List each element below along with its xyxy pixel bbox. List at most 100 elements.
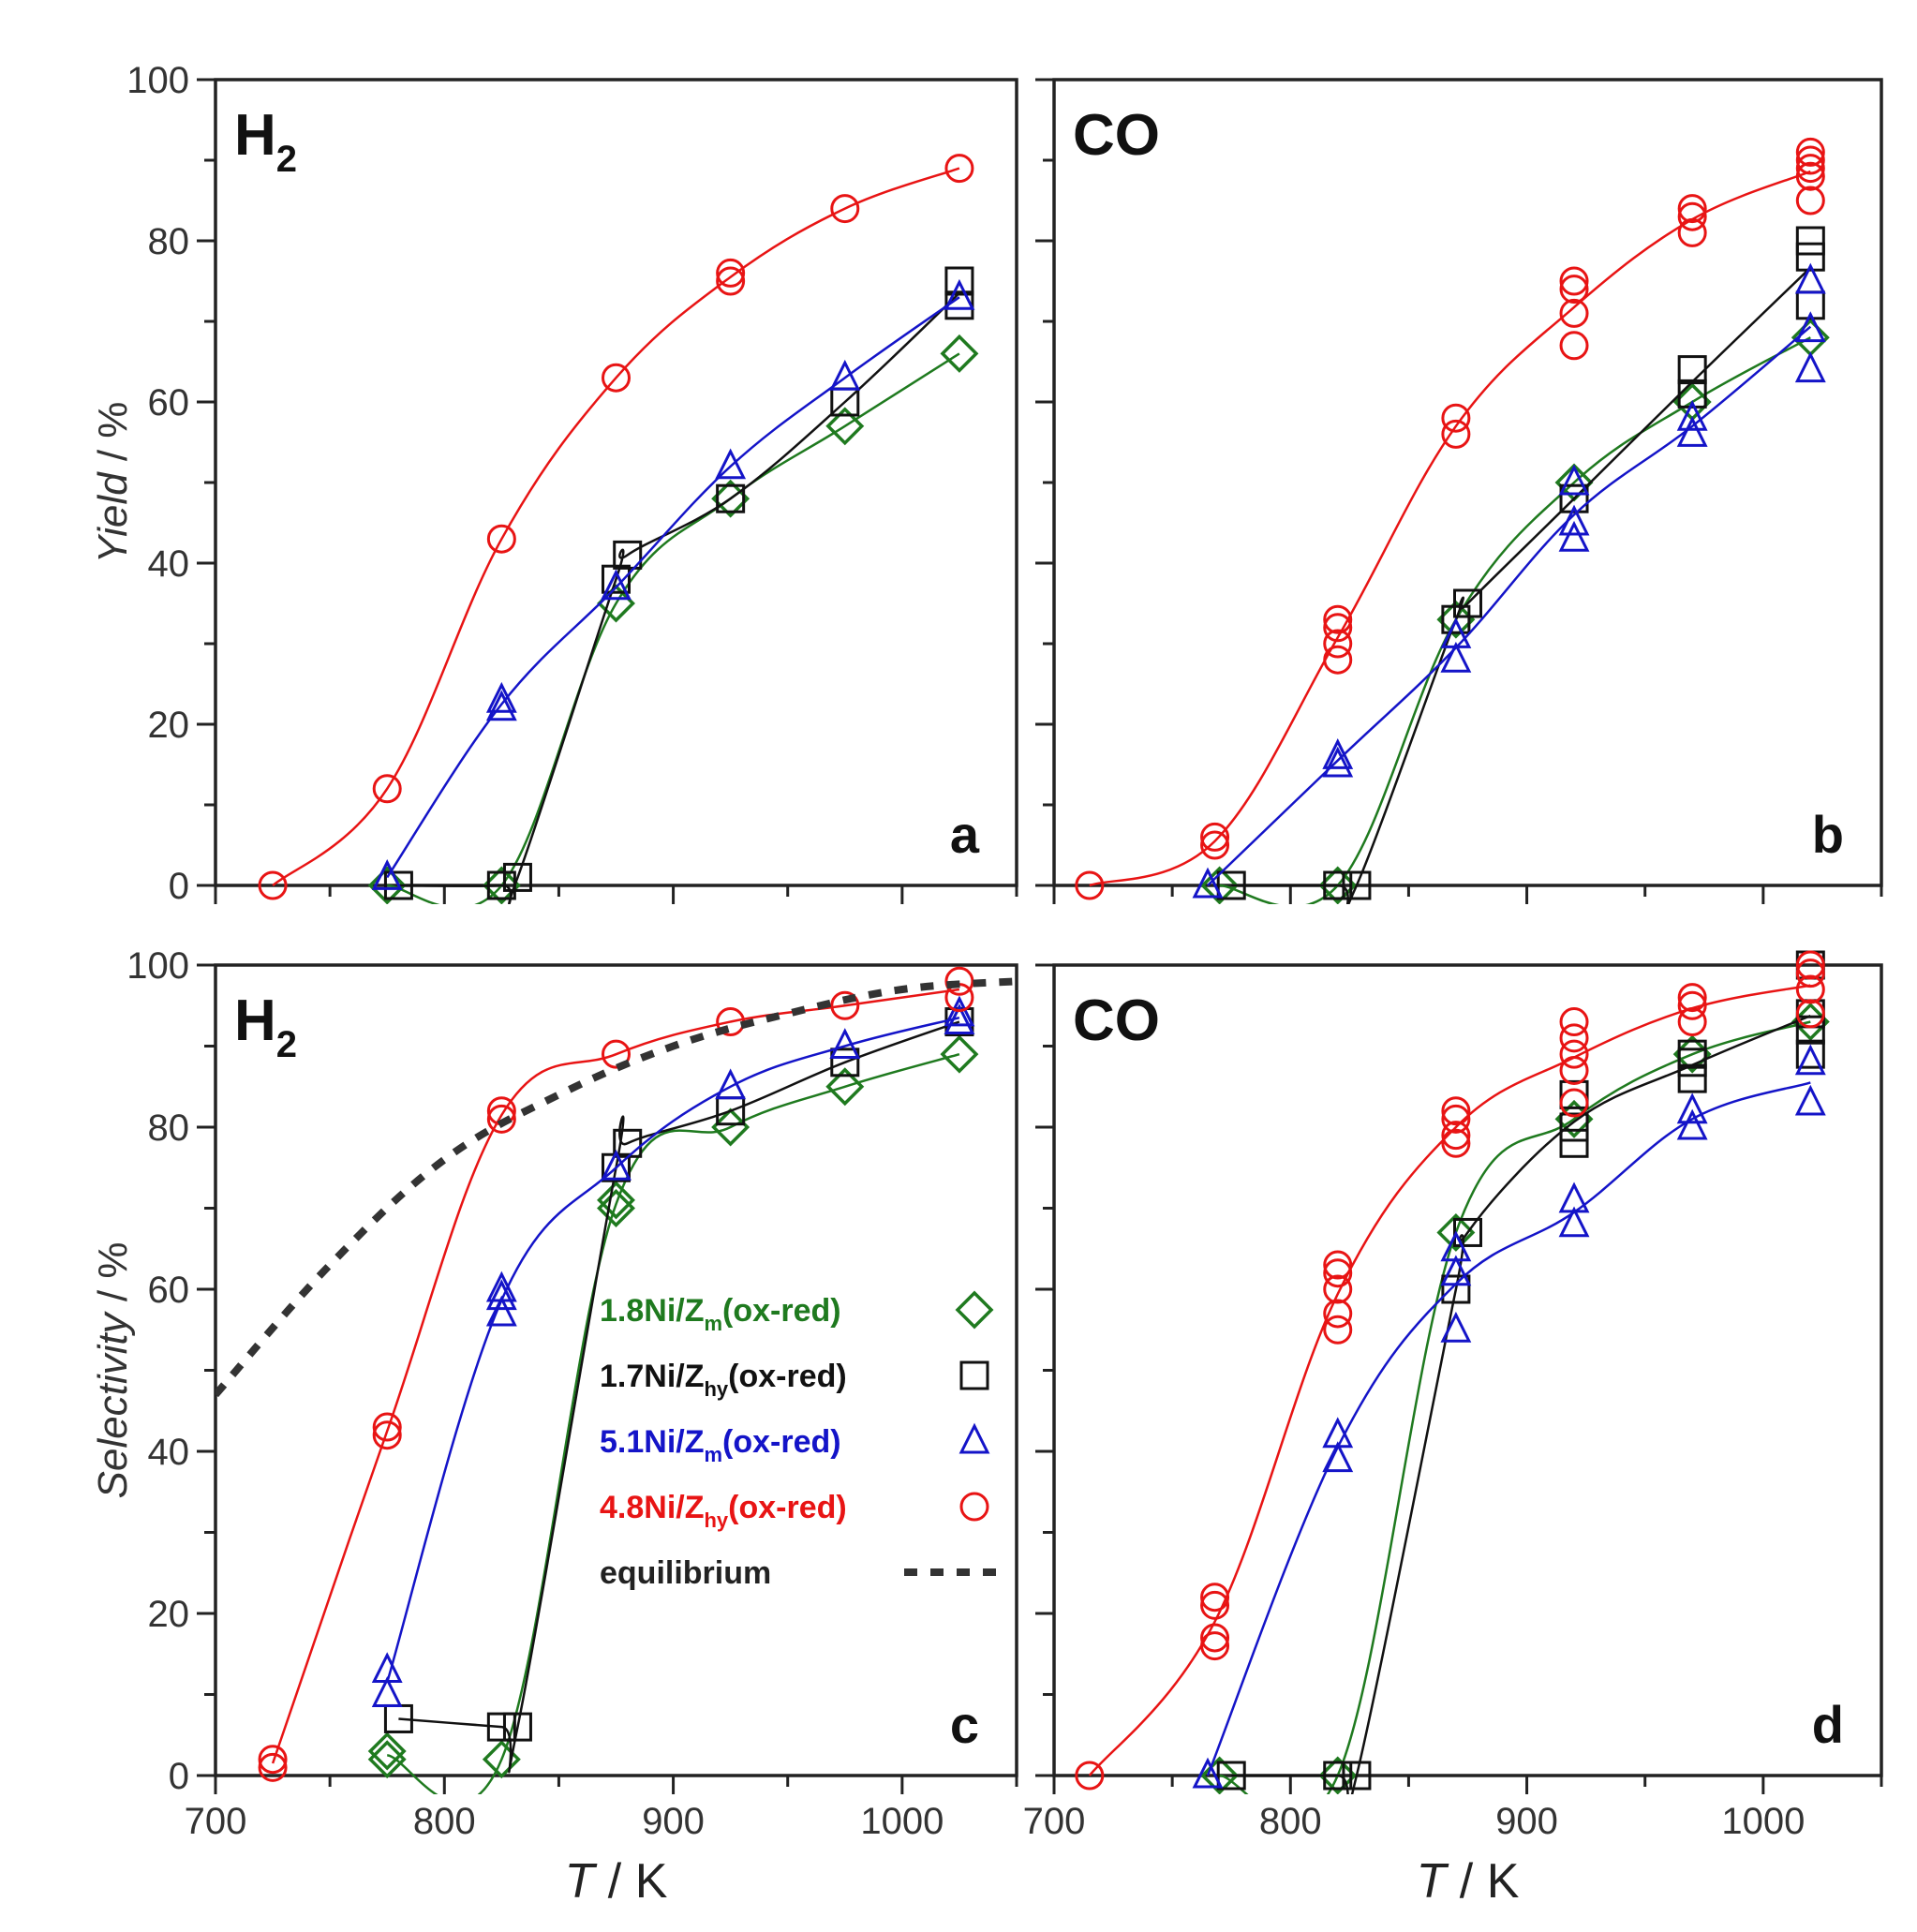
data-point-ni48 (1323, 1315, 1353, 1345)
panel-title: H2 (234, 988, 297, 1065)
data-point-ni51 (1440, 1255, 1472, 1286)
data-point-ni51 (1192, 1757, 1224, 1789)
x-axis-label: T / K (1417, 1854, 1520, 1909)
data-point-ni48 (1323, 1299, 1353, 1329)
y-tick-label: 0 (169, 866, 189, 907)
data-point-ni48 (372, 1420, 402, 1450)
y-tick-label: 20 (148, 705, 190, 746)
data-point-ni17 (830, 1048, 860, 1077)
legend-swatch (958, 1422, 990, 1454)
data-point-ni17 (1342, 1761, 1372, 1791)
data-point-ni17 (1677, 1063, 1707, 1093)
data-point-ni51 (371, 1652, 403, 1684)
data-point-ni51 (1676, 1092, 1708, 1124)
x-axis-label: T / K (565, 1854, 668, 1909)
data-point-ni51 (1794, 311, 1826, 343)
data-point-ni17 (1559, 1079, 1589, 1109)
data-point-ni17 (1323, 870, 1353, 900)
data-point-ni18 (825, 1067, 865, 1107)
data-point-ni51 (1440, 617, 1472, 648)
data-point-ni18 (482, 866, 521, 904)
data-point-ni17 (1453, 588, 1482, 618)
series-line-ni18 (387, 352, 960, 904)
equilibrium-line (215, 977, 1017, 1398)
data-point-ni48 (1559, 1055, 1589, 1085)
data-point-ni51 (829, 1028, 861, 1059)
data-point-ni18 (1200, 1756, 1240, 1794)
data-point-ni48 (944, 966, 974, 996)
data-point-ni17 (1559, 483, 1589, 513)
data-point-ni17 (1795, 1039, 1825, 1069)
legend-item-ni18: 1.8Ni/Zm(ox-red) (600, 1290, 994, 1335)
series-ni18 (367, 334, 979, 904)
data-point-ni48 (1075, 1761, 1105, 1791)
data-point-ni51 (829, 359, 861, 391)
data-point-ni51 (485, 681, 517, 713)
data-point-ni48 (1677, 990, 1707, 1020)
data-point-ni48 (1075, 870, 1105, 900)
legend-item-ni17: 1.7Ni/Zhy(ox-red) (600, 1359, 989, 1401)
panel-a-h2-yield: 0 20 40 60 80 100 Yield / % H2 a (90, 60, 1018, 907)
panel-letter: b (1812, 805, 1844, 864)
data-point-ni51 (485, 690, 517, 721)
data-point-ni51 (1322, 1441, 1354, 1473)
data-point-ni51 (1794, 1084, 1826, 1116)
data-point-ni48 (1559, 266, 1589, 296)
data-point-ni48 (1200, 822, 1230, 852)
data-point-ni17 (1441, 1274, 1471, 1304)
data-point-ni17 (1795, 242, 1825, 272)
data-point-ni17 (1677, 379, 1707, 409)
series-ni51 (371, 995, 975, 1707)
legend-label: 4.8Ni/Zhy(ox-red) (600, 1490, 847, 1532)
data-point-ni48 (1559, 298, 1589, 328)
data-point-ni17 (613, 540, 643, 570)
panel-title: CO (1073, 988, 1160, 1053)
series-ni51 (1192, 262, 1826, 899)
data-point-ni48 (258, 870, 288, 900)
data-point-ni48 (1677, 1007, 1707, 1037)
data-point-ni51 (1558, 1181, 1590, 1213)
x-tick-label: 900 (642, 1801, 705, 1842)
series-line-ni51 (1207, 325, 1812, 886)
panel-letter: c (950, 1695, 979, 1754)
data-point-ni17 (1677, 1039, 1707, 1069)
data-point-ni48 (1323, 604, 1353, 634)
data-point-ni48 (1323, 1258, 1353, 1288)
data-point-ni51 (1794, 351, 1826, 383)
data-point-ni48 (1200, 1590, 1230, 1620)
y-tick-label: 40 (148, 543, 190, 585)
data-point-ni48 (1323, 1250, 1353, 1280)
data-point-ni48 (1200, 1631, 1230, 1661)
data-point-ni48 (1677, 194, 1707, 224)
data-point-ni18 (597, 1181, 635, 1220)
data-point-ni51 (601, 1149, 632, 1181)
data-point-ni17 (944, 290, 974, 320)
series-line-ni51 (386, 296, 960, 879)
data-point-ni48 (1441, 1104, 1471, 1134)
plot-frame (1052, 963, 1883, 1777)
panel-c-h2-selectivity: 0 20 40 60 80 100 700 800 900 1000 Selectivity / %… (90, 945, 1018, 1909)
data-point-ni18 (367, 1740, 407, 1779)
data-point-ni48 (1441, 403, 1471, 433)
data-point-ni51 (1192, 867, 1224, 899)
data-point-ni48 (830, 194, 860, 224)
data-point-ni48 (1677, 217, 1707, 247)
y-tick-label: 60 (148, 382, 190, 424)
data-point-ni18 (1318, 866, 1358, 904)
legend-item-ni51: 5.1Ni/Zm(ox-red) (600, 1422, 990, 1466)
data-point-ni17 (944, 266, 974, 296)
data-point-ni17 (1795, 226, 1825, 256)
data-point-ni48 (1795, 137, 1825, 167)
data-point-ni18 (1200, 866, 1240, 904)
data-point-ni51 (944, 278, 975, 310)
series-ni18 (1200, 318, 1830, 904)
data-point-ni17 (1342, 870, 1372, 900)
legend-swatch (959, 1492, 989, 1522)
data-point-ni48 (1795, 974, 1825, 1004)
data-point-ni48 (1441, 419, 1471, 449)
y-axis-label: Yield / % (90, 402, 136, 564)
data-point-ni51 (944, 995, 975, 1027)
series-line-ni48 (1088, 984, 1811, 1776)
data-point-ni48 (1677, 983, 1707, 1013)
series-line-ni17 (1231, 1014, 1811, 1794)
